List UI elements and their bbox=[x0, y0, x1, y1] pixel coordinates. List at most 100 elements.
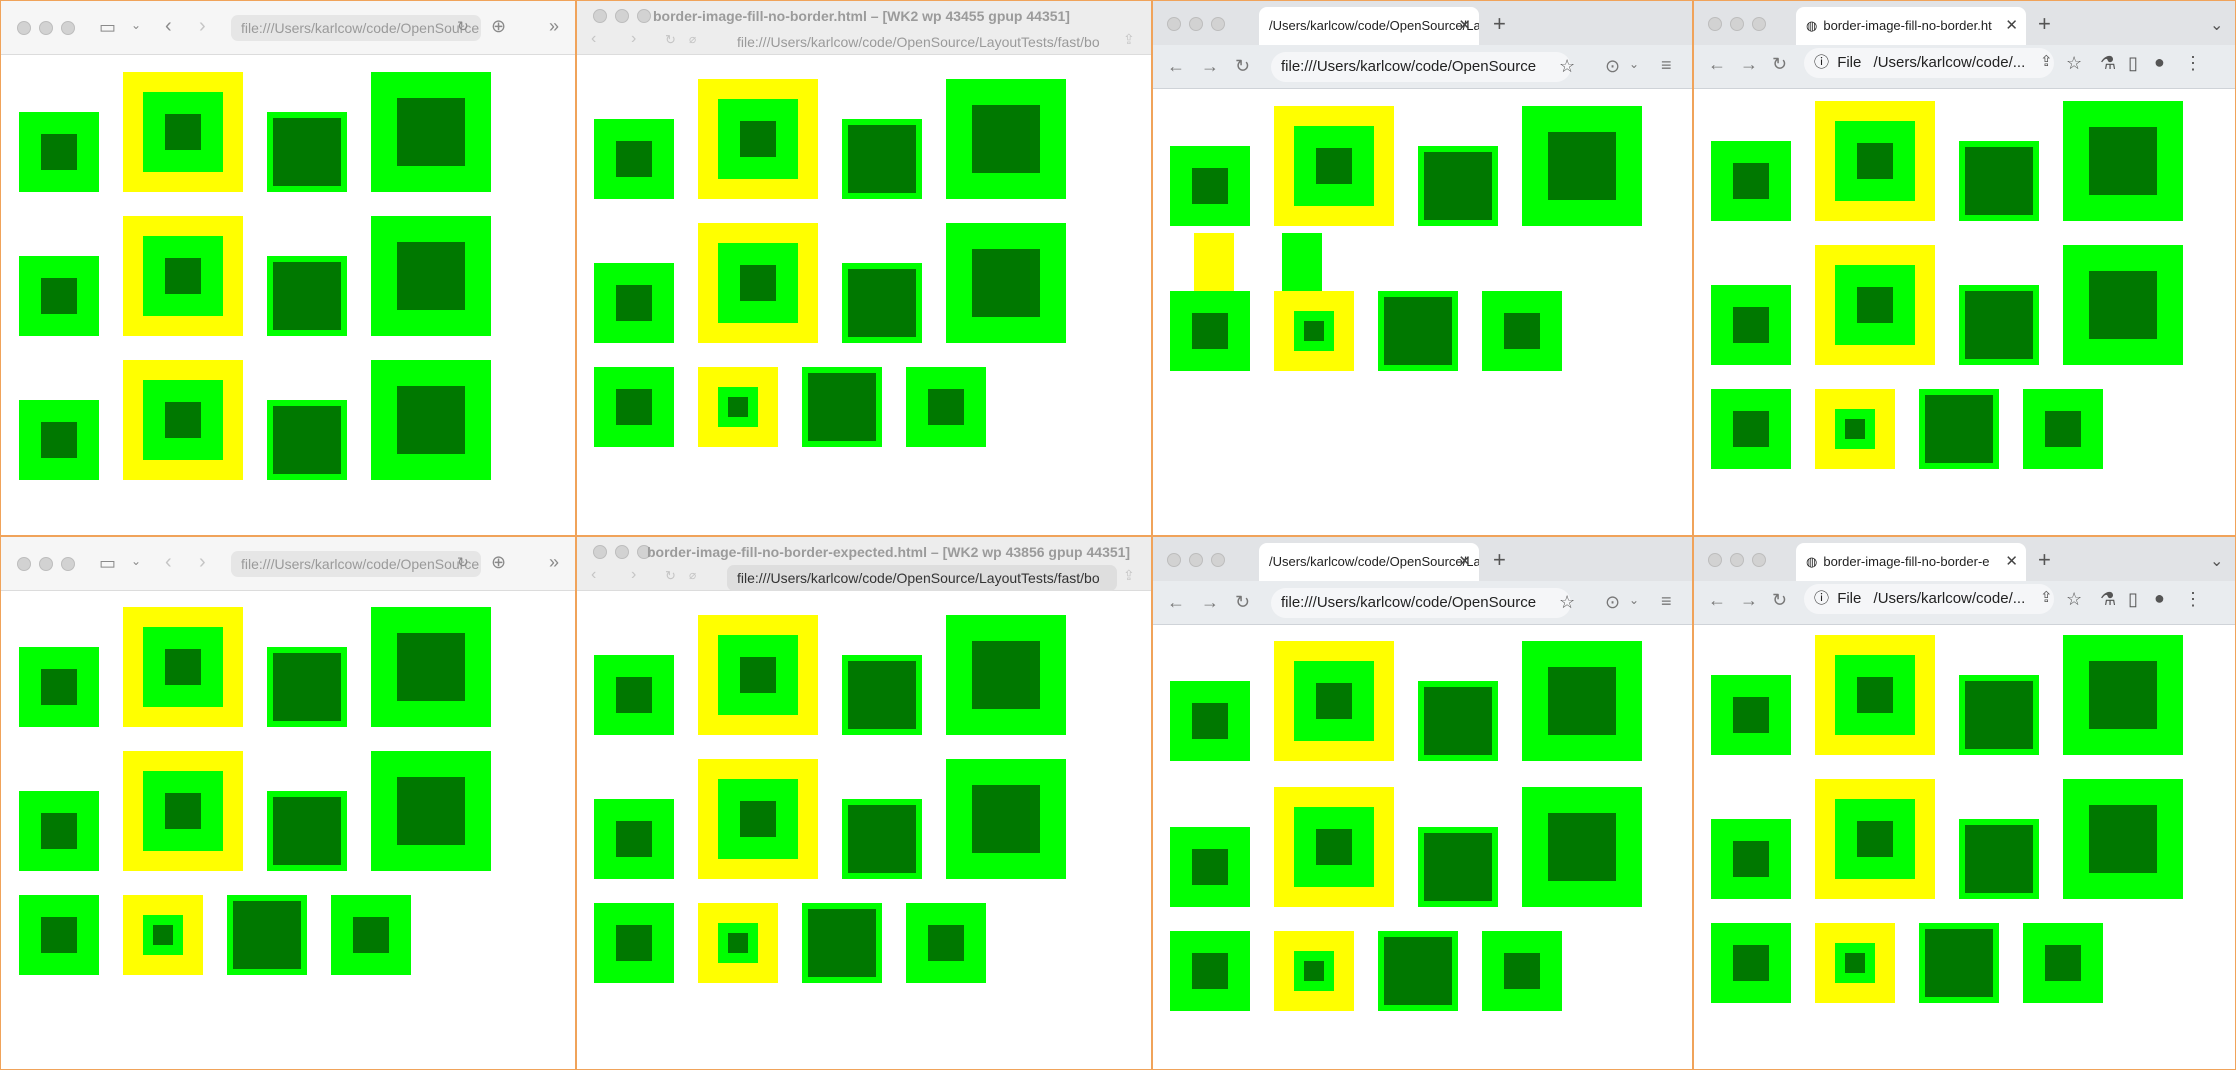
zoom-window-button[interactable] bbox=[1211, 553, 1225, 567]
back-icon[interactable]: ‹ bbox=[591, 566, 597, 583]
back-icon[interactable]: ← bbox=[1167, 56, 1185, 76]
lab-flask-icon[interactable]: ⚗ bbox=[2100, 589, 2117, 609]
side-panel-icon[interactable]: ▯ bbox=[2128, 53, 2138, 73]
reload-icon[interactable]: ↻ bbox=[457, 554, 469, 570]
chevron-down-icon[interactable]: ⌄ bbox=[131, 18, 142, 32]
bookmark-star-icon[interactable]: ☆ bbox=[1559, 592, 1576, 612]
tab-active[interactable]: ◍ border-image-fill-no-border.ht ✕ bbox=[1796, 7, 2026, 45]
lock-icon[interactable]: ⌀ bbox=[689, 32, 697, 46]
zoom-window-button[interactable] bbox=[61, 21, 75, 35]
address-bar[interactable]: file:///Users/karlcow/code/OpenSource bbox=[1271, 52, 1571, 82]
zoom-window-button[interactable] bbox=[61, 557, 75, 571]
extension-icon[interactable]: ⊙ bbox=[1605, 56, 1621, 76]
chevron-down-icon[interactable]: ⌄ bbox=[131, 554, 142, 568]
zoom-window-button[interactable] bbox=[637, 9, 651, 23]
close-tab-icon[interactable]: ✕ bbox=[1458, 553, 1471, 570]
zoom-window-button[interactable] bbox=[1752, 553, 1766, 567]
info-icon[interactable]: ⓘ bbox=[1814, 590, 1830, 607]
back-icon[interactable]: ← bbox=[1708, 54, 1726, 74]
new-tab-icon[interactable]: + bbox=[1493, 547, 1506, 572]
minimize-window-button[interactable] bbox=[615, 545, 629, 559]
minimize-window-button[interactable] bbox=[39, 557, 53, 571]
back-icon[interactable]: ← bbox=[1167, 592, 1185, 612]
share-icon[interactable]: ⇪ bbox=[1123, 31, 1135, 47]
reload-icon[interactable]: ↻ bbox=[1235, 56, 1251, 76]
close-window-button[interactable] bbox=[593, 9, 607, 23]
forward-icon[interactable]: → bbox=[1740, 54, 1758, 74]
close-window-button[interactable] bbox=[1708, 553, 1722, 567]
extension-icon[interactable]: ⊙ bbox=[1605, 592, 1621, 612]
close-window-button[interactable] bbox=[17, 557, 31, 571]
forward-icon[interactable]: → bbox=[1201, 56, 1219, 76]
reload-icon[interactable]: ↻ bbox=[457, 18, 469, 34]
close-window-button[interactable] bbox=[17, 21, 31, 35]
minimize-window-button[interactable] bbox=[1730, 17, 1744, 31]
close-window-button[interactable] bbox=[1167, 17, 1181, 31]
minimize-window-button[interactable] bbox=[1730, 553, 1744, 567]
zoom-window-button[interactable] bbox=[1752, 17, 1766, 31]
tab-active[interactable]: /Users/karlcow/code/OpenSource/La ✕ bbox=[1259, 543, 1479, 581]
minimize-window-button[interactable] bbox=[1189, 17, 1203, 31]
bookmark-star-icon[interactable]: ☆ bbox=[2066, 53, 2083, 73]
close-window-button[interactable] bbox=[593, 545, 607, 559]
bookmark-star-icon[interactable]: ☆ bbox=[1559, 56, 1576, 76]
menu-icon[interactable]: ≡ bbox=[1661, 591, 1672, 611]
sidebar-icon[interactable]: ▭ bbox=[99, 553, 117, 573]
reload-icon[interactable]: ↻ bbox=[1772, 54, 1788, 74]
address-bar[interactable]: file:///Users/karlcow/code/OpenSource bbox=[1271, 588, 1571, 618]
address-bar[interactable]: file:///Users/karlcow/code/OpenSource bbox=[231, 15, 481, 41]
forward-icon[interactable]: › bbox=[199, 551, 206, 573]
minimize-window-button[interactable] bbox=[615, 9, 629, 23]
minimize-window-button[interactable] bbox=[1189, 553, 1203, 567]
menu-icon[interactable]: ⋮ bbox=[2184, 589, 2202, 609]
lock-icon[interactable]: ⌀ bbox=[689, 568, 697, 582]
tab-active[interactable]: /Users/karlcow/code/OpenSource/La ✕ bbox=[1259, 7, 1479, 45]
menu-icon[interactable]: ≡ bbox=[1661, 55, 1672, 75]
menu-icon[interactable]: ⋮ bbox=[2184, 53, 2202, 73]
close-tab-icon[interactable]: ✕ bbox=[2005, 553, 2018, 570]
overflow-chevron-icon[interactable]: » bbox=[549, 552, 560, 572]
overflow-chevron-icon[interactable]: » bbox=[549, 16, 560, 36]
address-bar[interactable]: ⓘ File /Users/karlcow/code/... bbox=[1804, 584, 2054, 614]
forward-icon[interactable]: › bbox=[199, 15, 206, 37]
share-icon[interactable]: ⇪ bbox=[2040, 53, 2053, 70]
forward-icon[interactable]: → bbox=[1201, 592, 1219, 612]
reload-icon[interactable]: ↻ bbox=[1772, 590, 1788, 610]
back-icon[interactable]: ‹ bbox=[591, 30, 597, 47]
address-bar[interactable]: ⓘ File /Users/karlcow/code/... bbox=[1804, 48, 2054, 78]
minimize-window-button[interactable] bbox=[39, 21, 53, 35]
reload-icon[interactable]: ↻ bbox=[665, 32, 676, 47]
share-icon[interactable]: ⇪ bbox=[1123, 567, 1135, 583]
close-window-button[interactable] bbox=[1708, 17, 1722, 31]
close-tab-icon[interactable]: ✕ bbox=[1458, 17, 1471, 34]
info-icon[interactable]: ⓘ bbox=[1814, 54, 1830, 71]
new-tab-icon[interactable]: + bbox=[1493, 11, 1506, 36]
new-tab-icon[interactable]: + bbox=[2038, 547, 2051, 572]
forward-icon[interactable]: → bbox=[1740, 590, 1758, 610]
forward-icon[interactable]: › bbox=[631, 30, 637, 47]
chevron-down-icon[interactable]: ⌄ bbox=[1629, 593, 1640, 607]
zoom-window-button[interactable] bbox=[637, 545, 651, 559]
close-window-button[interactable] bbox=[1167, 553, 1181, 567]
forward-icon[interactable]: › bbox=[631, 566, 637, 583]
download-icon[interactable]: ⊕ bbox=[491, 16, 507, 36]
profile-avatar-icon[interactable]: ● bbox=[2154, 588, 2165, 608]
bookmark-star-icon[interactable]: ☆ bbox=[2066, 589, 2083, 609]
back-icon[interactable]: ‹ bbox=[165, 551, 172, 573]
reload-icon[interactable]: ↻ bbox=[1235, 592, 1251, 612]
profile-avatar-icon[interactable]: ● bbox=[2154, 52, 2165, 72]
lab-flask-icon[interactable]: ⚗ bbox=[2100, 53, 2117, 73]
share-icon[interactable]: ⇪ bbox=[2040, 589, 2053, 606]
side-panel-icon[interactable]: ▯ bbox=[2128, 589, 2138, 609]
sidebar-icon[interactable]: ▭ bbox=[99, 17, 117, 37]
tab-search-icon[interactable]: ⌄ bbox=[2210, 553, 2224, 570]
address-bar[interactable]: file:///Users/karlcow/code/OpenSource/La… bbox=[737, 34, 1100, 50]
reload-icon[interactable]: ↻ bbox=[665, 568, 676, 583]
back-icon[interactable]: ← bbox=[1708, 590, 1726, 610]
zoom-window-button[interactable] bbox=[1211, 17, 1225, 31]
tab-active[interactable]: ◍ border-image-fill-no-border-e ✕ bbox=[1796, 543, 2026, 581]
address-bar[interactable]: file:///Users/karlcow/code/OpenSource bbox=[231, 551, 481, 577]
address-bar[interactable]: file:///Users/karlcow/code/OpenSource/La… bbox=[727, 565, 1117, 591]
back-icon[interactable]: ‹ bbox=[165, 15, 172, 37]
close-tab-icon[interactable]: ✕ bbox=[2005, 17, 2018, 34]
